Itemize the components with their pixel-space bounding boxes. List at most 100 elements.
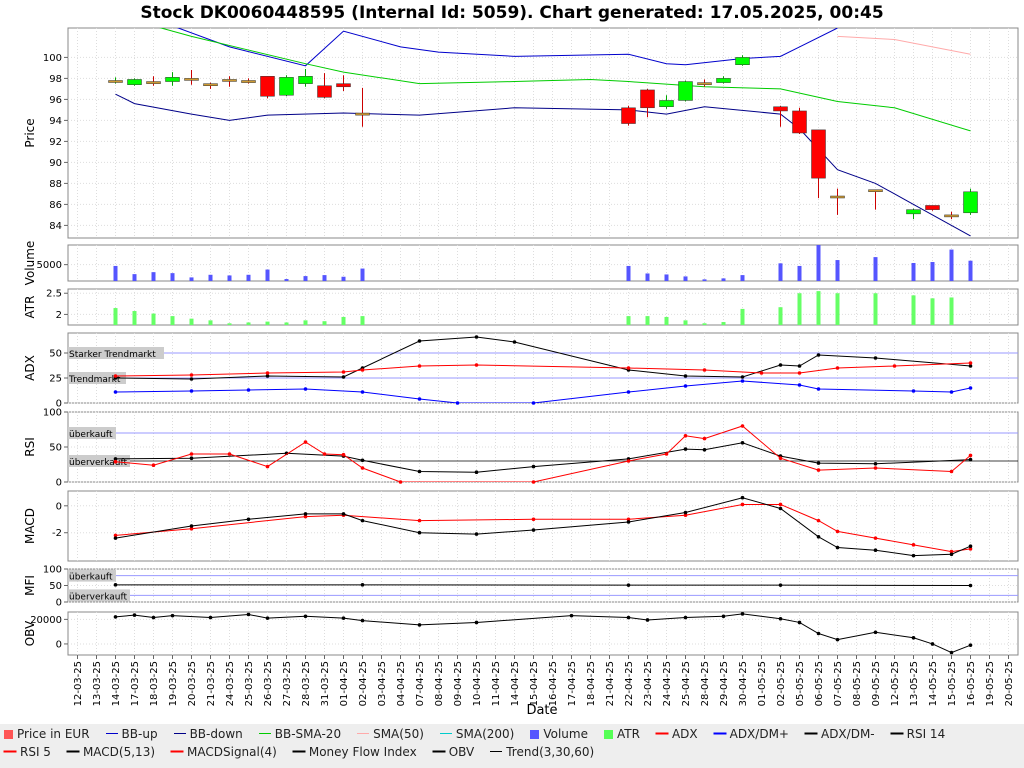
y-tick-label: 2.5 — [46, 289, 62, 300]
legend-label: BB-SMA-20 — [274, 727, 342, 741]
price-axis-label: Price — [23, 118, 37, 147]
atr-bar — [284, 322, 289, 325]
x-tick-label: 07-05-25 — [833, 661, 844, 706]
adx-line — [115, 362, 971, 377]
mfi-axis-label: MFI — [23, 575, 37, 596]
adx-line-point — [360, 368, 365, 372]
rsi5-line-point — [341, 452, 346, 457]
legend-item: Money Flow Index — [292, 745, 417, 759]
y-tick-label: 86 — [49, 200, 62, 211]
legend-label: RSI 14 — [906, 727, 946, 741]
x-tick-label: 10-04-25 — [472, 661, 483, 706]
atr-bar — [778, 307, 783, 325]
rsi5-line-point — [626, 459, 631, 463]
adx-dm-plus-line-point — [683, 384, 688, 388]
atr-bar — [683, 320, 688, 325]
x-axis-label: Date — [526, 703, 557, 718]
x-tick-label: 25-04-25 — [681, 661, 692, 706]
adx-dm-plus-line — [115, 380, 971, 403]
macd-line-point — [816, 534, 821, 539]
adx-dm-plus-line-point — [417, 397, 422, 401]
y-tick-label: 98 — [49, 74, 62, 85]
obv-line-point — [683, 615, 688, 620]
y-tick-label: 0 — [56, 639, 62, 650]
macd-line-point — [740, 495, 745, 500]
x-tick-label: 16-04-25 — [548, 661, 559, 706]
candle — [184, 78, 199, 81]
atr-bar — [360, 316, 365, 325]
legend-swatch — [655, 733, 668, 734]
x-tick-label: 07-04-25 — [415, 661, 426, 706]
atr-bar — [322, 321, 327, 325]
obv-line-point — [873, 630, 878, 635]
legend-label: ADX — [671, 727, 698, 741]
y-tick-label: 88 — [49, 179, 62, 190]
y-tick-label: 0 — [56, 598, 62, 609]
x-tick-label: 06-05-25 — [814, 661, 825, 706]
volume-bar — [930, 262, 935, 281]
legend-item: RSI 14 — [890, 727, 946, 741]
macd-axis-label: MACD — [23, 508, 37, 544]
macd-signal-line-point — [531, 517, 536, 522]
adx-dm-plus-line-point — [816, 387, 821, 391]
annotation-strong-trend: Starker Trendmarkt — [69, 350, 156, 360]
candle — [925, 205, 940, 210]
legend-item: Trend(3,30,60) — [490, 745, 594, 759]
adx-dm-minus-line-point — [265, 374, 270, 378]
mfi-line-point — [778, 583, 783, 587]
volume-bar — [303, 276, 308, 281]
y-tick-label: 50 — [49, 349, 62, 360]
rsi5-line-point — [702, 436, 707, 441]
obv-line-point — [360, 618, 365, 623]
candle — [241, 80, 256, 83]
atr-bar — [664, 316, 669, 325]
rsi14-line-point — [189, 456, 194, 461]
obv-line-point — [170, 613, 175, 618]
volume-bar — [360, 268, 365, 281]
x-tick-label: 09-04-25 — [453, 661, 464, 706]
atr-bar — [626, 316, 631, 325]
rsi5-line-point — [664, 452, 669, 456]
adx-dm-plus-line-point — [797, 383, 802, 387]
x-tick-label: 13-03-25 — [92, 661, 103, 706]
y-tick-label: 100 — [43, 408, 62, 419]
legend-label: Volume — [543, 727, 588, 741]
legend-item: Volume — [530, 727, 588, 741]
legend-label: BB-up — [121, 727, 158, 741]
legend-label: SMA(50) — [373, 727, 424, 741]
volume-bar — [797, 265, 802, 281]
candle — [773, 106, 788, 112]
adx-axis-label: ADX — [23, 355, 37, 381]
x-tick-label: 15-04-25 — [529, 661, 540, 706]
macd-line-point — [474, 532, 479, 536]
volume-bar — [645, 273, 650, 281]
adx-dm-plus-line-point — [740, 379, 745, 383]
atr-bar — [151, 313, 156, 325]
macd-line-point — [246, 517, 251, 522]
rsi14-line-point — [474, 470, 479, 475]
x-tick-label: 19-03-25 — [168, 661, 179, 706]
price-panel-frame — [67, 27, 1019, 239]
y-tick-label: 100 — [43, 53, 62, 64]
macd-line-point — [968, 544, 973, 548]
volume-bar — [284, 279, 289, 281]
y-tick-label: -2 — [52, 528, 62, 539]
volume-bar — [873, 257, 878, 281]
legend-item: SMA(200) — [439, 727, 514, 741]
candle — [222, 79, 237, 82]
volume-bar — [968, 260, 973, 281]
adx-dm-plus-line-point — [911, 389, 916, 393]
x-tick-label: 24-04-25 — [662, 661, 673, 706]
atr-axis-label: ATR — [23, 296, 37, 319]
rsi5-line-point — [322, 452, 327, 456]
rsi5-line-point — [816, 468, 821, 472]
atr-bar — [797, 293, 802, 325]
adx-dm-plus-line-point — [303, 387, 308, 391]
y-tick-label: 96 — [49, 95, 62, 106]
volume-bar — [170, 273, 175, 281]
legend-swatch — [258, 733, 271, 734]
volume-bar — [208, 274, 213, 281]
volume-bar — [911, 263, 916, 281]
obv-line-point — [341, 616, 346, 620]
annotation-overbought: überkauft — [69, 430, 113, 440]
